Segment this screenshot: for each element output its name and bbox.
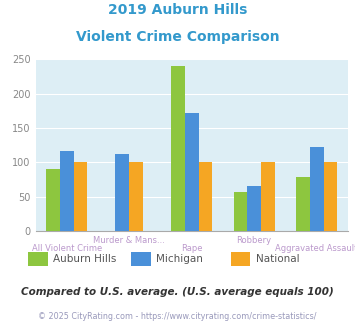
Text: Murder & Mans...: Murder & Mans...: [93, 236, 165, 245]
Text: 2019 Auburn Hills: 2019 Auburn Hills: [108, 3, 247, 17]
Text: Violent Crime Comparison: Violent Crime Comparison: [76, 30, 279, 44]
Text: Auburn Hills: Auburn Hills: [53, 254, 117, 264]
Bar: [310, 147, 323, 231]
Text: Rape: Rape: [181, 244, 202, 253]
Text: All Violent Crime: All Violent Crime: [32, 244, 102, 253]
Bar: [247, 186, 261, 231]
Bar: [115, 154, 129, 231]
Bar: [129, 162, 143, 231]
Bar: [60, 151, 73, 231]
Bar: [261, 162, 275, 231]
Text: Robbery: Robbery: [237, 236, 272, 245]
Bar: [171, 66, 185, 231]
Text: Aggravated Assault: Aggravated Assault: [275, 244, 355, 253]
Bar: [185, 113, 198, 231]
Bar: [323, 162, 337, 231]
Bar: [46, 169, 60, 231]
Text: Compared to U.S. average. (U.S. average equals 100): Compared to U.S. average. (U.S. average …: [21, 287, 334, 297]
Bar: [198, 162, 212, 231]
Bar: [234, 192, 247, 231]
Bar: [296, 178, 310, 231]
Text: National: National: [256, 254, 299, 264]
Bar: [73, 162, 87, 231]
Text: Michigan: Michigan: [156, 254, 203, 264]
Text: © 2025 CityRating.com - https://www.cityrating.com/crime-statistics/: © 2025 CityRating.com - https://www.city…: [38, 312, 317, 321]
